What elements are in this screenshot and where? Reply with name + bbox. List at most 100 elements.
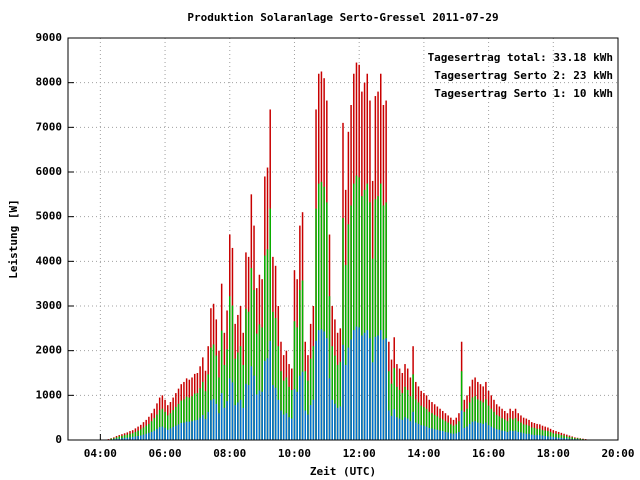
bar <box>317 330 320 440</box>
bar <box>498 416 501 440</box>
bar <box>164 427 166 440</box>
bar <box>363 189 366 440</box>
bar <box>234 358 236 440</box>
bar <box>148 432 150 440</box>
bar <box>398 389 401 440</box>
bar <box>285 377 288 440</box>
bar <box>196 393 199 440</box>
bar <box>530 434 533 440</box>
y-tick-label: 7000 <box>36 120 63 133</box>
bar <box>544 430 546 440</box>
bar <box>123 435 126 440</box>
bar <box>131 433 134 440</box>
bar <box>309 405 312 440</box>
legend-entry: Tagesertrag Serto 1: 10 kWh <box>434 87 613 100</box>
bar <box>498 429 501 440</box>
bar <box>363 332 366 440</box>
bar <box>579 438 582 440</box>
bar <box>541 435 544 440</box>
bar <box>331 399 333 440</box>
bar <box>560 437 563 440</box>
bar <box>272 311 274 440</box>
bar <box>506 421 509 440</box>
bar <box>458 431 460 440</box>
bar <box>326 202 328 440</box>
bar <box>374 199 377 440</box>
y-tick-label: 4000 <box>36 254 63 267</box>
bar <box>433 429 436 440</box>
bar <box>212 344 215 440</box>
bar <box>167 415 169 440</box>
bar <box>547 436 549 440</box>
bar <box>536 428 538 440</box>
bar <box>137 435 139 440</box>
bar <box>266 249 269 440</box>
bar <box>199 417 201 440</box>
bar <box>563 438 565 440</box>
bar <box>126 434 129 440</box>
bar <box>358 327 360 440</box>
bar <box>549 431 552 440</box>
bar <box>487 405 490 440</box>
y-tick-label: 8000 <box>36 76 63 89</box>
bar <box>450 424 452 440</box>
bar <box>323 331 325 440</box>
bar <box>350 339 352 440</box>
x-tick-label: 18:00 <box>537 447 570 460</box>
bar <box>404 386 406 440</box>
bar <box>396 386 398 440</box>
bar <box>431 413 433 440</box>
bar <box>261 391 263 440</box>
bar <box>490 426 493 440</box>
y-tick-label: 5000 <box>36 210 63 223</box>
bar <box>118 438 120 440</box>
bar <box>390 383 393 440</box>
bar <box>517 421 519 440</box>
bar <box>269 340 271 440</box>
bar <box>471 397 474 440</box>
bar <box>385 338 387 440</box>
bar <box>307 414 309 440</box>
bar <box>220 393 223 440</box>
bar <box>185 396 188 440</box>
bar <box>433 414 436 440</box>
bar <box>231 305 234 440</box>
bar <box>466 408 468 440</box>
bar <box>239 399 242 440</box>
bar <box>301 280 304 440</box>
bar <box>148 423 150 440</box>
bar <box>277 346 280 440</box>
bar <box>309 358 312 440</box>
bar <box>512 419 514 440</box>
bar <box>172 427 174 440</box>
bar <box>547 431 549 440</box>
bar <box>355 175 358 440</box>
bar <box>409 421 412 440</box>
bar <box>495 429 498 440</box>
bar <box>477 399 479 440</box>
bar <box>482 423 484 440</box>
bar <box>304 410 307 440</box>
bar <box>406 389 409 440</box>
bar <box>420 405 422 440</box>
bar <box>291 418 293 440</box>
bar <box>266 358 269 440</box>
bar <box>115 438 118 440</box>
bar <box>253 375 255 440</box>
bar <box>382 205 385 440</box>
bar <box>226 401 228 440</box>
bar <box>417 402 420 440</box>
y-axis-label: Leistung [W] <box>7 199 20 278</box>
bar <box>504 419 506 440</box>
bar <box>371 362 374 440</box>
bar <box>193 420 196 440</box>
bar <box>274 387 277 440</box>
bar <box>220 330 223 440</box>
bar <box>323 186 325 440</box>
bar <box>396 417 398 440</box>
bar <box>326 338 328 440</box>
bar <box>436 429 439 440</box>
bar <box>202 381 204 440</box>
x-axis-label: Zeit (UTC) <box>310 465 376 478</box>
